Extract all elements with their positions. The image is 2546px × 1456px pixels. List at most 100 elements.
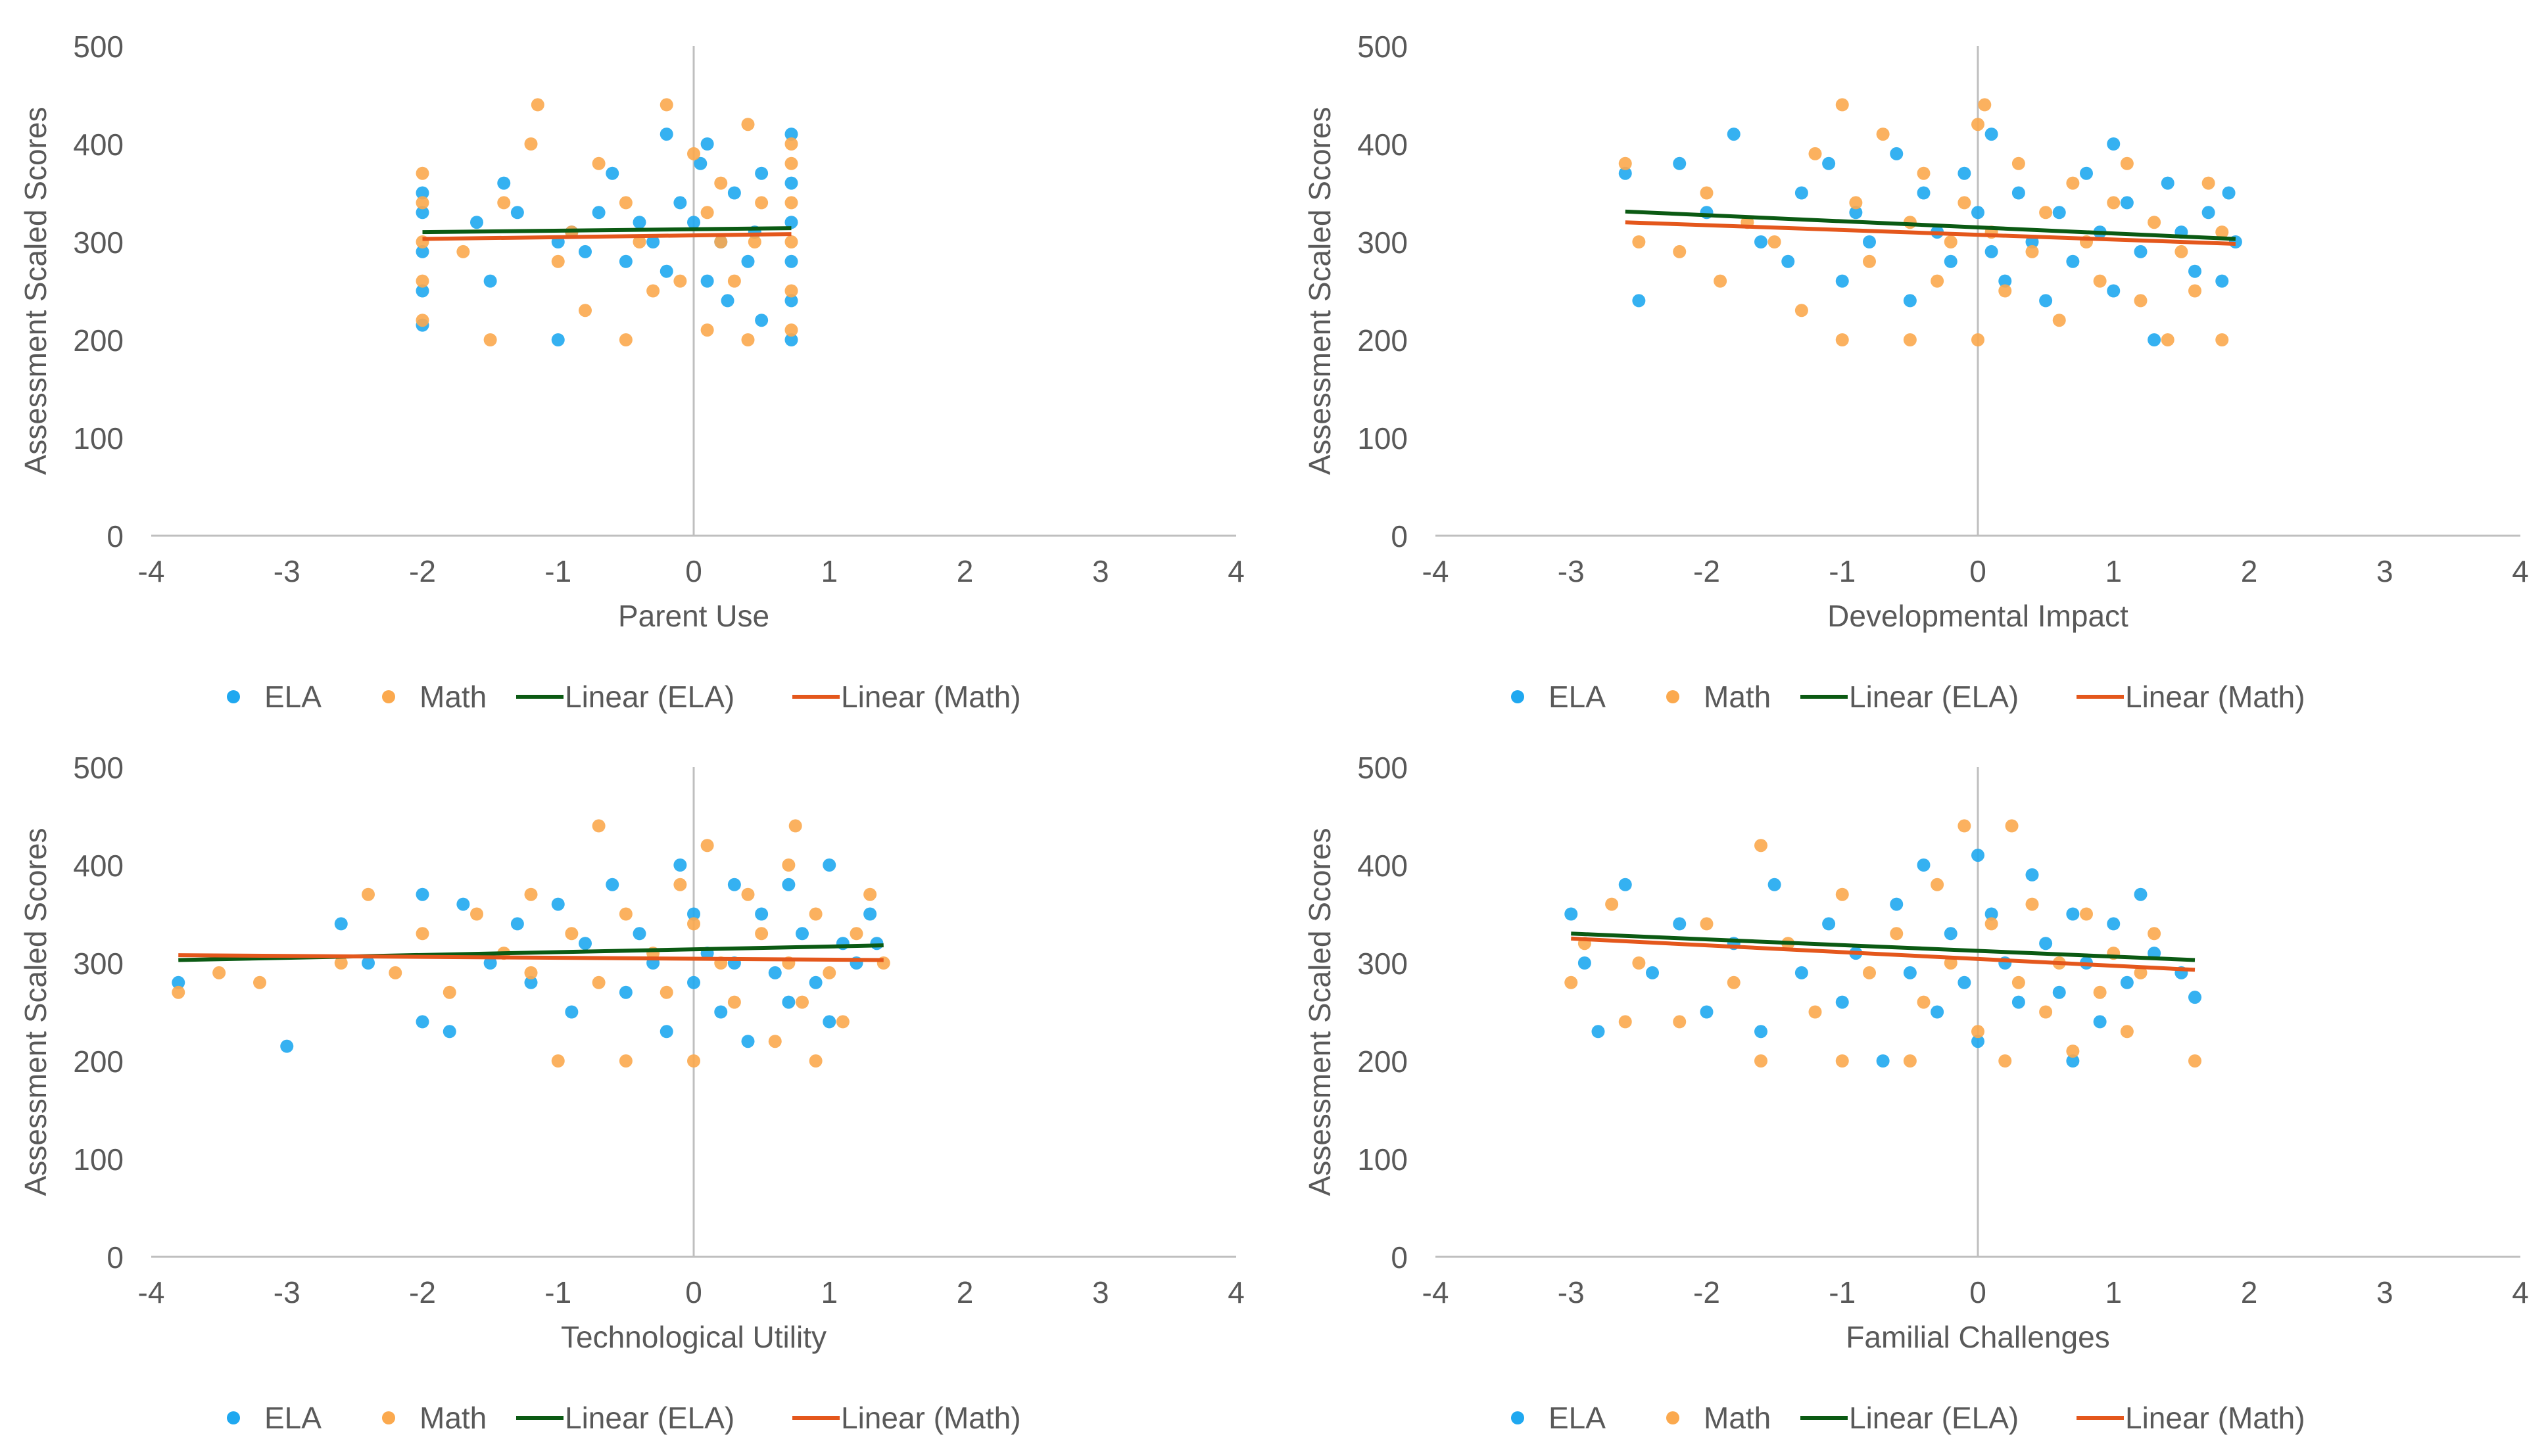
data-point-ela [714, 1005, 728, 1019]
data-point-math [362, 887, 375, 901]
data-point-ela [1618, 878, 1632, 891]
data-point-ela [700, 274, 714, 288]
x-tick-label: -4 [1422, 1275, 1449, 1309]
data-point-ela [784, 333, 798, 346]
chart-panel-1: 0 100 200 300 400 500 -4 -3 -2 -1 0 1 2 3 4 Parent Use A… [18, 30, 1245, 714]
data-point-math [619, 907, 633, 921]
data-point-ela [565, 1005, 579, 1019]
data-point-math [1767, 235, 1781, 248]
data-point-math [531, 98, 544, 112]
trendline-math [1571, 936, 2196, 972]
data-point-math [619, 196, 633, 210]
x-tick-label: 3 [1092, 1275, 1109, 1309]
data-point-math [524, 137, 538, 151]
legend-label: ELA [1549, 1401, 1606, 1435]
data-point-math [565, 927, 579, 941]
data-point-math [1632, 956, 1646, 970]
legend-label: Math [1704, 680, 1771, 714]
data-point-ela [768, 966, 782, 979]
legend-item: Linear (ELA) [516, 680, 734, 714]
y-tick-label: 400 [73, 128, 124, 162]
x-tick-label: 2 [957, 554, 974, 588]
trendline-ela [1625, 209, 2236, 241]
data-point-ela [334, 917, 348, 931]
y-tick-label: 400 [1357, 128, 1408, 162]
chart-panel-2: 0 100 200 300 400 500 -4 -3 -2 -1 0 1 2 3 4 Development… [1303, 30, 2529, 714]
y-tick-label: 200 [1357, 323, 1408, 358]
data-point-math [334, 956, 348, 970]
data-point-math [850, 927, 863, 941]
data-point-math [784, 137, 798, 151]
data-point-ela [863, 907, 877, 921]
y-tick-label: 0 [107, 519, 124, 553]
data-point-math [687, 1054, 700, 1068]
x-axis-title: Parent Use [618, 599, 769, 633]
y-tick-label: 400 [73, 849, 124, 883]
data-point-math [836, 1015, 850, 1029]
data-point-ela [1944, 927, 1958, 941]
legend-label: Math [420, 1401, 487, 1435]
x-tick-label: 3 [2376, 554, 2393, 588]
data-point-math [784, 284, 798, 298]
data-point-ela [784, 294, 798, 308]
legend-item: ELA [1511, 680, 1606, 714]
legend-label: Linear (Math) [2125, 1401, 2305, 1435]
trendline-math [422, 232, 792, 241]
data-point-ela [1646, 966, 1659, 979]
data-point-ela [721, 294, 734, 308]
data-point-math [823, 966, 836, 979]
data-point-ela [2011, 186, 2025, 200]
data-point-math [700, 206, 714, 220]
x-tick-label: 2 [2241, 1275, 2258, 1309]
x-tick-label: -1 [1829, 1275, 1856, 1309]
data-point-math [389, 966, 402, 979]
data-point-ela [1673, 156, 1687, 170]
legend: ELA Math Linear (ELA) Linear (Math) [1511, 1401, 2305, 1435]
data-point-math [784, 235, 798, 248]
x-tick-label: -2 [1693, 1275, 1720, 1309]
data-point-ela [579, 937, 592, 951]
data-point-math [2134, 966, 2148, 979]
data-point-math [592, 156, 606, 170]
data-point-math [1835, 333, 1849, 346]
data-point-math [2148, 216, 2161, 229]
data-point-math [2215, 333, 2229, 346]
data-point-math [788, 819, 802, 833]
data-point-math [1998, 284, 2012, 298]
legend-item: Math [382, 680, 487, 714]
data-point-math [2201, 176, 2215, 190]
data-point-ela [755, 314, 769, 327]
data-point-ela [416, 1015, 429, 1029]
data-point-ela [673, 858, 687, 872]
data-point-ela [2188, 264, 2201, 278]
legend-item: Linear (ELA) [1800, 680, 2019, 714]
data-point-ela [2093, 1015, 2107, 1029]
x-tick-label: 1 [2105, 554, 2122, 588]
data-point-math [741, 887, 755, 901]
data-point-math [741, 118, 755, 131]
data-point-ela [1781, 254, 1795, 268]
y-tick-label: 0 [107, 1240, 124, 1275]
data-point-math [619, 333, 633, 346]
data-point-math [863, 887, 877, 901]
data-point-ela [470, 216, 483, 229]
data-point-ela [1890, 147, 1904, 160]
data-point-math [497, 196, 511, 210]
data-point-ela [456, 897, 470, 911]
data-point-ela [1984, 245, 1998, 258]
data-point-ela [1700, 1005, 1714, 1019]
data-point-ela [416, 186, 429, 200]
data-point-ela [2039, 294, 2053, 308]
y-tick-label: 200 [73, 1045, 124, 1079]
data-point-math [1673, 245, 1687, 258]
data-point-math [1564, 975, 1578, 989]
data-point-math [1863, 966, 1876, 979]
data-point-math [2093, 274, 2107, 288]
y-tick-label: 500 [1357, 751, 1408, 785]
data-point-ela [1618, 166, 1632, 180]
data-point-ela [2161, 176, 2174, 190]
chart-panel-4: 0 100 200 300 400 500 -4 -3 -2 -1 0 1 2 3 4 Familial Ch… [1303, 751, 2529, 1435]
data-point-math [1727, 975, 1741, 989]
data-point-math [741, 333, 755, 346]
